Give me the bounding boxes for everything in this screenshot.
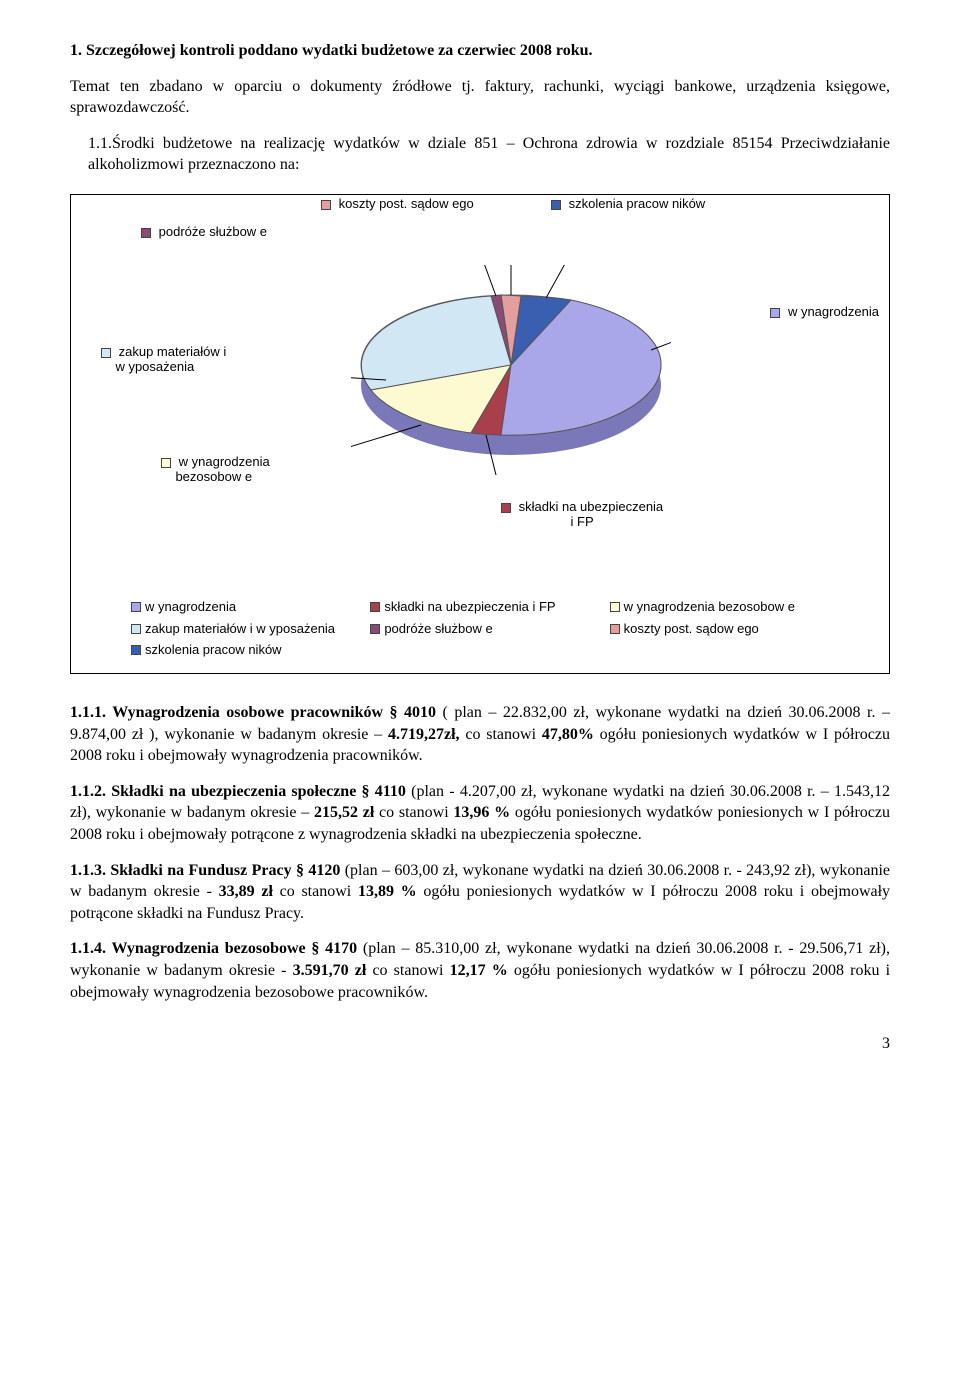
label-skladki-l2: i FP [571,514,594,529]
bullet-szkolenia [551,200,561,210]
s112-head: 1.1.2. Składki na ubezpieczenia społeczn… [70,783,406,800]
legend-koszty-text: koszty post. sądow ego [624,621,759,636]
legend-skladki: składki na ubezpieczenia i FP [370,598,589,616]
label-podroze-text: podróże służbow e [159,224,267,239]
label-podroze: podróże służbow e [141,225,267,240]
label-bezosobowe: w ynagrodzenia bezosobow e [161,455,270,485]
s114-bold3: 12,17 % [450,962,508,979]
section-114: 1.1.4. Wynagrodzenia bezosobowe § 4170 (… [70,938,890,1003]
label-bez-l1: w ynagrodzenia [179,454,270,469]
legend-podroze-text: podróże służbow e [384,621,492,636]
s112-bold2: 215,52 zł [314,804,374,821]
pie-chart-container: podróże służbow e koszty post. sądow ego… [70,194,890,674]
legend-bezosobowe-text: w ynagrodzenia bezosobow e [624,599,795,614]
s112-b2: co stanowi [374,804,453,821]
s112-bold3: 13,96 % [453,804,510,821]
legend-wynagrodzenia: w ynagrodzenia [131,598,350,616]
s111-bold2: 4.719,27zł, [388,726,460,743]
bullet-bez [161,458,171,468]
label-wynagrodzenia: w ynagrodzenia [770,305,879,320]
label-zakup: zakup materiałów i w yposażenia [101,345,226,375]
intro-p2: Temat ten zbadano w oparciu o dokumenty … [70,76,890,119]
legend-skladki-text: składki na ubezpieczenia i FP [384,599,555,614]
label-skladki: składki na ubezpieczenia i FP [501,500,663,530]
pie-svg [351,265,671,475]
s114-head: 1.1.4. Wynagrodzenia bezosobowe § 4170 [70,940,357,957]
s113-bold3: 13,89 % [358,883,417,900]
label-koszty: koszty post. sądow ego [321,197,474,212]
legend-podroze: podróże służbow e [370,620,589,638]
intro-p3: 1.1.Środki budżetowe na realizację wydat… [88,133,890,176]
label-bez-l2: bezosobow e [175,469,252,484]
label-zakup-l2: w yposażenia [115,359,194,374]
bullet-skladki [501,503,511,513]
legend-wynagrodzenia-text: w ynagrodzenia [145,599,236,614]
bullet-zakup [101,348,111,358]
legend-szkolenia: szkolenia pracow ników [131,641,350,659]
s111-bold3: 47,80% [542,726,594,743]
s113-bold2: 33,89 zł [219,883,273,900]
page-number: 3 [70,1033,890,1055]
legend-szkolenia-text: szkolenia pracow ników [145,642,282,657]
pie-chart [351,265,671,482]
section-112: 1.1.2. Składki na ubezpieczenia społeczn… [70,781,890,846]
section-111: 1.1.1. Wynagrodzenia osobowe pracowników… [70,702,890,767]
heading-1: 1. Szczegółowej kontroli poddano wydatki… [70,40,890,62]
s114-b2: co stanowi [366,962,449,979]
bullet-podroze [141,228,151,238]
bullet-koszty [321,200,331,210]
s111-b2: co stanowi [460,726,542,743]
legend-koszty: koszty post. sądow ego [610,620,829,638]
label-szkolenia: szkolenia pracow ników [551,197,705,212]
chart-legend: w ynagrodzenia składki na ubezpieczenia … [131,598,829,659]
s114-bold2: 3.591,70 zł [293,962,367,979]
label-szkolenia-text: szkolenia pracow ników [569,196,706,211]
label-koszty-text: koszty post. sądow ego [339,196,474,211]
legend-zakup-text: zakup materiałów i w yposażenia [145,621,335,636]
label-zakup-l1: zakup materiałów i [119,344,227,359]
legend-bezosobowe: w ynagrodzenia bezosobow e [610,598,829,616]
label-wynagrodzenia-text: w ynagrodzenia [788,304,879,319]
legend-zakup: zakup materiałów i w yposażenia [131,620,350,638]
s113-head: 1.1.3. Składki na Fundusz Pracy § 4120 [70,862,340,879]
s113-b2: co stanowi [273,883,358,900]
section-113: 1.1.3. Składki na Fundusz Pracy § 4120 (… [70,860,890,925]
s111-head: 1.1.1. Wynagrodzenia osobowe pracowników… [70,704,436,721]
bullet-wynagrodzenia [770,308,780,318]
label-skladki-l1: składki na ubezpieczenia [519,499,664,514]
